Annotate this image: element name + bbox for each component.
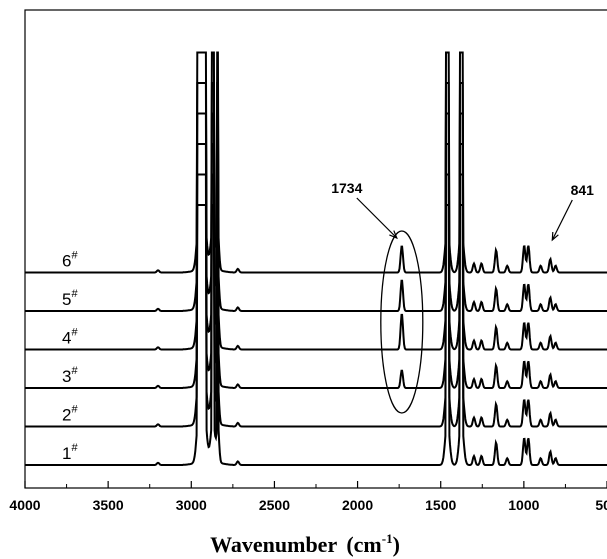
x-axis: 4000 3500 3000 2500 2000 1500 1000 500 [9,481,607,513]
series-labels: 1# 2# 3# 4# 5# 6# [62,250,78,464]
spectrum-line-6 [25,51,607,274]
series-label-5: 5# [62,288,78,309]
annotation-1734: 1734 [331,180,362,196]
x-tick-label: 3500 [93,497,124,513]
series-label-6: 6# [62,250,78,271]
spectrum-line-5 [25,82,607,312]
series-label-3: 3# [62,365,78,386]
spectrum-line-2 [25,173,607,428]
series-label-4: 4# [62,327,78,348]
x-tick-label: 4000 [9,497,40,513]
x-tick-label: 1000 [508,497,539,513]
x-tick-label: 500 [595,497,607,513]
series-label-2: 2# [62,404,78,425]
annotation-841: 841 [571,182,595,198]
spectrum-line-3 [25,143,607,389]
spectrum-line-1 [25,204,607,466]
carbonyl-ellipse [380,230,424,414]
x-tick-label: 1500 [425,497,456,513]
plot-frame [24,9,607,489]
arrow-1734 [356,197,398,239]
x-tick-label: 3000 [176,497,207,513]
annotations: 1734 841 [331,180,595,414]
x-axis-label: Wavenumber (cm-1) [210,531,400,557]
spectra-group [25,51,607,466]
series-label-1: 1# [62,442,78,463]
x-tick-label: 2000 [342,497,373,513]
arrow-1734-head [389,230,398,240]
arrow-841-head [551,231,559,242]
x-tick-label: 2500 [259,497,290,513]
spectrum-line-4 [25,112,607,351]
arrow-841 [551,199,573,241]
